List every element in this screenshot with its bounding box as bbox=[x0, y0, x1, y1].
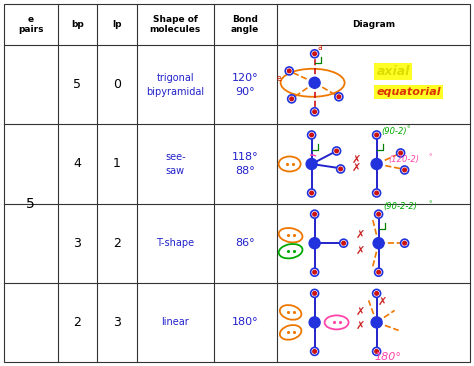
Circle shape bbox=[397, 149, 405, 157]
Text: ✗: ✗ bbox=[378, 298, 387, 307]
Circle shape bbox=[373, 238, 384, 249]
Circle shape bbox=[313, 350, 317, 353]
Text: 3: 3 bbox=[73, 237, 82, 250]
Circle shape bbox=[373, 189, 381, 197]
Text: 86°: 86° bbox=[236, 238, 255, 248]
Circle shape bbox=[371, 158, 382, 169]
Text: 1: 1 bbox=[113, 157, 121, 171]
Text: ✗: ✗ bbox=[352, 155, 361, 165]
Circle shape bbox=[313, 52, 317, 56]
Text: T-shape: T-shape bbox=[156, 238, 194, 248]
Circle shape bbox=[335, 93, 343, 101]
Circle shape bbox=[313, 212, 317, 216]
Text: ✗: ✗ bbox=[352, 163, 361, 173]
Text: Bond
angle: Bond angle bbox=[231, 15, 259, 34]
Text: 5: 5 bbox=[73, 78, 82, 91]
Text: °: ° bbox=[428, 154, 432, 160]
Text: e: e bbox=[277, 74, 281, 83]
Text: bp: bp bbox=[71, 20, 84, 29]
Circle shape bbox=[308, 131, 316, 139]
Circle shape bbox=[310, 50, 319, 58]
Circle shape bbox=[308, 189, 316, 197]
Circle shape bbox=[309, 317, 320, 328]
Text: (90-2-2): (90-2-2) bbox=[383, 202, 418, 211]
Text: 2: 2 bbox=[73, 316, 82, 329]
Circle shape bbox=[333, 147, 341, 155]
Circle shape bbox=[310, 108, 319, 116]
Text: 5: 5 bbox=[27, 197, 35, 210]
Circle shape bbox=[401, 166, 409, 174]
Text: °: ° bbox=[407, 126, 410, 132]
Text: ✗: ✗ bbox=[356, 230, 365, 240]
Circle shape bbox=[337, 95, 341, 98]
Text: 0: 0 bbox=[113, 78, 121, 91]
Circle shape bbox=[373, 290, 381, 298]
Circle shape bbox=[313, 110, 317, 113]
Text: a: a bbox=[318, 43, 322, 52]
Circle shape bbox=[373, 347, 381, 355]
Text: Shape of
molecules: Shape of molecules bbox=[150, 15, 201, 34]
Text: equatorial: equatorial bbox=[377, 87, 441, 97]
Circle shape bbox=[285, 67, 293, 75]
Text: axial: axial bbox=[377, 65, 410, 78]
Text: 120°
90°: 120° 90° bbox=[232, 73, 258, 97]
Text: °: ° bbox=[428, 201, 432, 207]
Circle shape bbox=[375, 350, 378, 353]
Circle shape bbox=[401, 239, 409, 247]
Circle shape bbox=[335, 149, 338, 153]
Text: 3: 3 bbox=[113, 316, 121, 329]
Circle shape bbox=[339, 239, 347, 247]
Circle shape bbox=[309, 238, 320, 249]
Circle shape bbox=[290, 97, 293, 101]
Circle shape bbox=[310, 191, 313, 195]
Text: 118°
88°: 118° 88° bbox=[232, 152, 258, 176]
Text: linear: linear bbox=[161, 317, 189, 328]
Text: (90-2): (90-2) bbox=[382, 127, 407, 136]
Text: Diagram: Diagram bbox=[352, 20, 395, 29]
Text: see-
saw: see- saw bbox=[165, 152, 185, 176]
Circle shape bbox=[403, 242, 406, 245]
Text: (120-2): (120-2) bbox=[389, 155, 419, 164]
Circle shape bbox=[374, 268, 383, 276]
Circle shape bbox=[310, 133, 313, 137]
Circle shape bbox=[310, 347, 319, 355]
Text: ✗: ✗ bbox=[356, 246, 365, 256]
Circle shape bbox=[375, 133, 378, 137]
Circle shape bbox=[375, 191, 378, 195]
Circle shape bbox=[287, 69, 291, 73]
Text: ✗: ✗ bbox=[356, 321, 365, 331]
Circle shape bbox=[339, 167, 342, 171]
Circle shape bbox=[313, 270, 317, 274]
Circle shape bbox=[288, 95, 296, 103]
Circle shape bbox=[373, 131, 381, 139]
Text: 180°: 180° bbox=[374, 352, 401, 362]
Circle shape bbox=[310, 290, 319, 298]
Circle shape bbox=[374, 210, 383, 218]
Circle shape bbox=[337, 165, 345, 173]
Circle shape bbox=[371, 317, 382, 328]
Circle shape bbox=[399, 151, 402, 155]
Circle shape bbox=[377, 212, 381, 216]
Circle shape bbox=[309, 77, 320, 88]
Text: trigonal
bipyramidal: trigonal bipyramidal bbox=[146, 73, 204, 97]
Text: 180°: 180° bbox=[232, 317, 258, 328]
Circle shape bbox=[375, 292, 378, 295]
Text: lp: lp bbox=[112, 20, 122, 29]
Text: ✗: ✗ bbox=[356, 307, 365, 317]
Circle shape bbox=[313, 292, 317, 295]
Circle shape bbox=[377, 270, 381, 274]
Text: e
pairs: e pairs bbox=[18, 15, 44, 34]
Circle shape bbox=[342, 242, 346, 245]
Circle shape bbox=[403, 168, 406, 172]
Circle shape bbox=[306, 158, 317, 169]
Circle shape bbox=[310, 268, 319, 276]
Circle shape bbox=[310, 210, 319, 218]
Text: 4: 4 bbox=[73, 157, 82, 171]
Text: 2: 2 bbox=[113, 237, 121, 250]
